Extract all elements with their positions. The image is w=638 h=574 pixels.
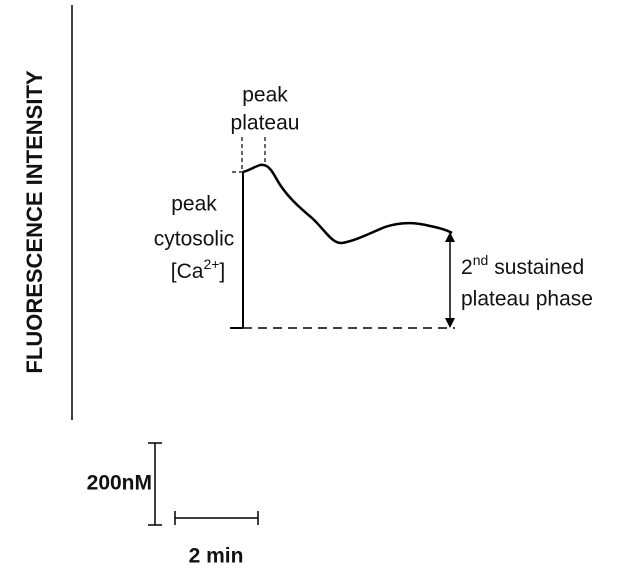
label-part: sustained [494, 256, 584, 279]
label-part: ] [219, 260, 225, 283]
superscript: nd [473, 252, 489, 268]
label: peak [242, 84, 288, 107]
label: plateau phase [461, 288, 593, 311]
label: 2nd sustained [461, 252, 584, 279]
label-part: 2 [461, 256, 473, 279]
arrow-head [445, 318, 455, 328]
label: [Ca2+] [171, 256, 226, 283]
scale-label: 2 min [189, 545, 244, 568]
superscript: 2+ [203, 256, 219, 272]
y-axis-label: FLUORESCENCE INTENSITY [22, 70, 47, 373]
arrow-head [445, 232, 455, 242]
label: cytosolic [154, 228, 235, 251]
scale-label: 200nM [87, 472, 152, 495]
label: peak [171, 193, 217, 216]
trace [242, 163, 453, 245]
label-part: [Ca [171, 260, 204, 283]
label: plateau [231, 112, 300, 135]
